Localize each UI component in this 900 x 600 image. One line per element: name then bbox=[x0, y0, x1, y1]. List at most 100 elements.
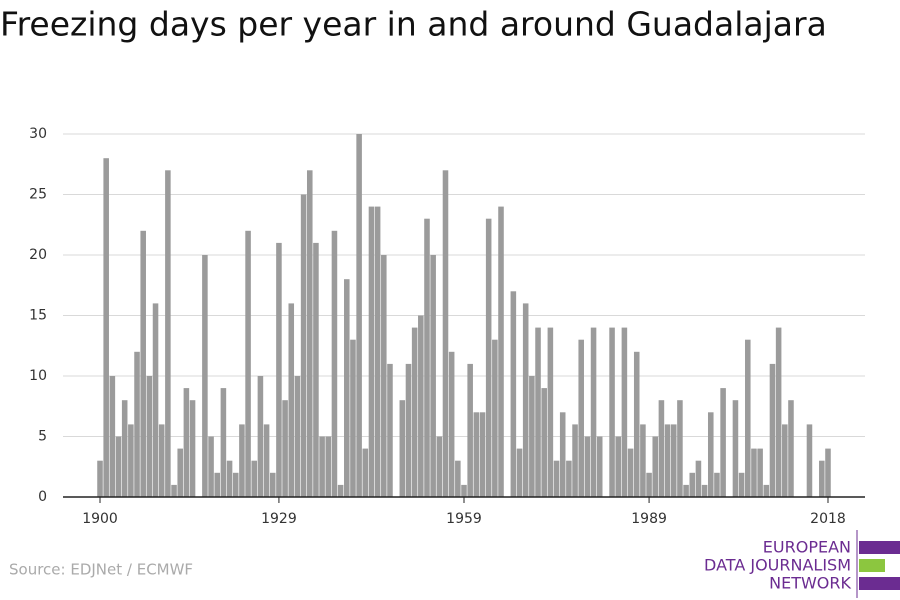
bar bbox=[819, 460, 825, 497]
bar bbox=[226, 460, 233, 497]
bar bbox=[738, 472, 745, 497]
y-tick-label: 30 bbox=[29, 126, 47, 142]
bar bbox=[578, 339, 584, 497]
bar bbox=[374, 206, 381, 497]
bar bbox=[652, 436, 659, 497]
bar bbox=[232, 472, 239, 497]
bar bbox=[658, 400, 665, 497]
bar bbox=[615, 436, 622, 497]
bar bbox=[479, 412, 486, 497]
y-tick-label: 25 bbox=[29, 187, 47, 203]
bar bbox=[516, 448, 523, 497]
bar bbox=[677, 400, 683, 497]
bar bbox=[411, 327, 418, 497]
bar bbox=[424, 218, 430, 497]
bar bbox=[664, 424, 671, 497]
bar bbox=[436, 436, 443, 497]
bar bbox=[701, 484, 708, 497]
bar bbox=[535, 327, 541, 497]
bar bbox=[522, 303, 529, 497]
bar bbox=[788, 400, 794, 497]
bar bbox=[775, 327, 782, 497]
bar bbox=[547, 327, 554, 497]
bar bbox=[282, 400, 288, 497]
x-tick-label: 2018 bbox=[810, 511, 846, 527]
bar bbox=[745, 339, 751, 497]
bar bbox=[498, 206, 504, 497]
bar bbox=[566, 460, 572, 497]
bar bbox=[313, 242, 319, 497]
bar bbox=[757, 448, 763, 497]
bar bbox=[492, 339, 498, 497]
bar bbox=[177, 448, 183, 497]
bar bbox=[683, 484, 689, 497]
bar bbox=[146, 376, 153, 497]
bar bbox=[183, 388, 190, 497]
bar bbox=[763, 484, 770, 497]
bar bbox=[263, 424, 270, 497]
bar bbox=[103, 158, 109, 497]
bar bbox=[707, 412, 714, 497]
bar bbox=[806, 424, 813, 497]
bar bbox=[646, 472, 652, 497]
bar bbox=[319, 436, 325, 497]
bar bbox=[288, 303, 295, 497]
bar bbox=[640, 424, 646, 497]
bar bbox=[448, 351, 455, 497]
bar bbox=[220, 388, 227, 497]
bar bbox=[553, 460, 560, 497]
bar bbox=[269, 472, 276, 497]
bar bbox=[257, 376, 264, 497]
bar bbox=[152, 303, 159, 497]
logo-text: DATA JOURNALISM bbox=[704, 556, 851, 575]
bar bbox=[590, 327, 597, 497]
x-tick-label: 1900 bbox=[82, 511, 118, 527]
y-tick-label: 15 bbox=[29, 308, 47, 324]
bar bbox=[356, 134, 362, 497]
bar bbox=[455, 460, 461, 497]
bar bbox=[405, 363, 412, 497]
bar bbox=[695, 460, 702, 497]
bar bbox=[245, 230, 251, 498]
bar bbox=[627, 448, 634, 497]
bar bbox=[134, 351, 140, 497]
bar bbox=[350, 339, 356, 497]
bar bbox=[782, 424, 788, 497]
x-tick-label: 1989 bbox=[631, 511, 667, 527]
bar bbox=[769, 363, 776, 497]
source: Source: EDJNet / ECMWF bbox=[9, 561, 193, 579]
bar bbox=[208, 436, 214, 497]
bar bbox=[621, 327, 628, 497]
bar bbox=[140, 230, 146, 498]
bar bbox=[467, 363, 473, 497]
bar bbox=[121, 400, 128, 497]
bar bbox=[430, 255, 436, 497]
bar bbox=[331, 230, 338, 498]
bar bbox=[337, 484, 344, 497]
bar bbox=[171, 484, 177, 497]
x-tick-label: 1929 bbox=[261, 511, 297, 527]
x-tick-label: 1959 bbox=[446, 511, 482, 527]
bar bbox=[368, 206, 375, 497]
bar bbox=[239, 424, 245, 497]
bar bbox=[559, 412, 566, 497]
bar bbox=[165, 170, 171, 498]
bar bbox=[306, 170, 313, 498]
y-tick-label: 5 bbox=[38, 429, 47, 445]
bar bbox=[115, 436, 122, 497]
bar bbox=[461, 484, 467, 497]
bar bbox=[128, 424, 134, 497]
bar bbox=[485, 218, 492, 497]
logo-bar bbox=[859, 577, 900, 590]
bar bbox=[751, 448, 757, 497]
bar bbox=[109, 376, 116, 497]
y-tick-label: 0 bbox=[38, 489, 47, 505]
bar bbox=[344, 279, 350, 497]
bar bbox=[276, 242, 282, 497]
logo-bar bbox=[859, 559, 885, 572]
bar bbox=[596, 436, 603, 497]
bar bbox=[572, 424, 578, 497]
bar bbox=[714, 472, 720, 497]
bar bbox=[670, 424, 677, 497]
